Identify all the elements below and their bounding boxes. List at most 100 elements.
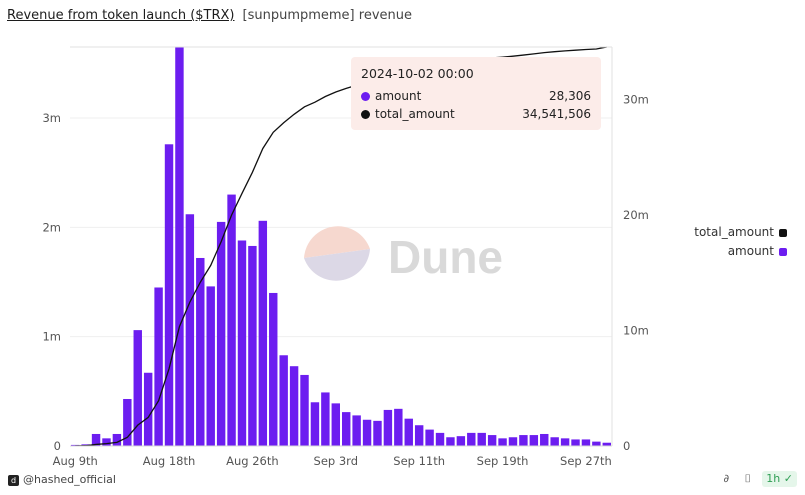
bar-amount	[435, 432, 445, 446]
amount-dot-icon	[361, 92, 370, 101]
bar-amount	[342, 412, 351, 446]
legend-swatch-amount	[779, 247, 787, 256]
bar-amount	[581, 439, 591, 446]
hover-tooltip: 2024-10-02 00:00 amount 28,306 total_amo…	[351, 57, 601, 130]
line-total-amount-path	[75, 46, 607, 447]
tooltip-label: total_amount	[375, 107, 455, 121]
bar-amount	[269, 292, 278, 446]
check-icon: ✓	[783, 472, 793, 485]
y-left-tick-label: 2m	[42, 220, 61, 234]
bar-amount	[175, 47, 184, 446]
bar-amount	[279, 355, 288, 446]
axes: 0 1m 2m 3m 0 10m 20m 30m Aug 9th Aug 18th Aug 26th…	[42, 46, 649, 468]
footer-author[interactable]: d @hashed_official	[8, 473, 116, 486]
dune-logo-icon: d	[8, 474, 19, 486]
bar-amount	[258, 220, 268, 446]
bar-amount	[487, 435, 497, 446]
tooltip-label: amount	[375, 89, 422, 103]
y-right-tick-label: 10m	[623, 323, 649, 337]
x-tick-label: Sep 27th	[560, 454, 612, 468]
bar-amount	[91, 433, 101, 446]
bar-amount	[550, 437, 559, 446]
y-left-tick-label: 3m	[42, 111, 61, 125]
watermark-text: Dune	[388, 231, 503, 283]
x-tick-label: Aug 26th	[226, 454, 279, 468]
chart-header: Revenue from token launch ($TRX) [sunpump…	[7, 8, 412, 23]
bar-amount	[112, 433, 122, 446]
tooltip-value: 28,306	[549, 89, 591, 103]
bar-amount	[102, 438, 111, 446]
bar-amount	[498, 438, 507, 446]
bar-amount	[425, 429, 434, 446]
bar-amount	[560, 438, 570, 446]
bar-amount	[248, 245, 257, 446]
bar-amount	[300, 374, 309, 446]
legend-item-total-amount[interactable]: total_amount	[694, 225, 787, 239]
line-total-amount	[75, 46, 607, 447]
bar-amount	[123, 398, 132, 446]
bar-amount	[362, 419, 372, 446]
bar-amount	[352, 415, 361, 446]
bar-amount	[227, 194, 236, 446]
bar-amount	[216, 221, 226, 446]
bar-amount	[592, 441, 601, 446]
x-tick-label: Sep 19th	[477, 454, 529, 468]
y-right-tick-label: 30m	[623, 92, 649, 106]
bar-amount	[154, 287, 163, 446]
bar-amount	[321, 392, 330, 446]
bar-amount	[456, 436, 466, 446]
y-left-tick-label: 0	[54, 439, 61, 453]
bar-amount	[237, 240, 247, 446]
author-handle: @hashed_official	[23, 473, 116, 486]
refresh-interval: 1h	[766, 472, 781, 485]
y-left-tick-label: 1m	[42, 330, 61, 344]
bar-amount	[404, 418, 413, 446]
bar-amount	[519, 435, 528, 446]
refresh-badge[interactable]: 1h ✓	[762, 471, 797, 487]
dune-logo-watermark	[304, 226, 370, 281]
x-tick-label: Aug 18th	[143, 454, 196, 468]
bar-amount	[196, 257, 205, 446]
legend-item-amount[interactable]: amount	[728, 244, 787, 258]
bar-amount	[143, 372, 153, 446]
bar-amount	[133, 330, 142, 446]
tooltip-date: 2024-10-02 00:00	[361, 66, 474, 81]
x-tick-label: Aug 9th	[53, 454, 98, 468]
legend-label: total_amount	[694, 225, 774, 239]
chart-title[interactable]: Revenue from token launch ($TRX)	[7, 8, 235, 23]
chart-subtitle: [sunpumpmeme] revenue	[242, 8, 412, 23]
bar-amount	[446, 437, 455, 446]
camera-icon[interactable]: ⌷	[744, 472, 752, 485]
bar-amount	[477, 432, 486, 446]
legend-label: amount	[727, 244, 774, 258]
x-tick-label: Sep 3rd	[314, 454, 358, 468]
total-amount-dot-icon	[361, 110, 370, 119]
y-right-tick-label: 20m	[623, 208, 649, 222]
legend-swatch-total-amount	[779, 228, 787, 237]
bar-amount	[571, 439, 580, 446]
bar-amount	[289, 366, 299, 446]
bar-amount	[467, 432, 476, 446]
bar-amount	[529, 435, 539, 446]
footer-actions: ∂ ⌷ 1h ✓	[715, 471, 797, 487]
dune-link-icon[interactable]: ∂	[723, 472, 730, 485]
bar-amount	[164, 144, 174, 446]
bar-amount	[383, 409, 393, 446]
bar-amount	[540, 433, 549, 446]
tooltip-row-total-amount: total_amount 34,541,506	[361, 107, 591, 123]
bars-amount	[71, 47, 611, 446]
bar-amount	[373, 420, 382, 446]
bar-amount	[185, 214, 195, 446]
bar-amount	[310, 402, 320, 446]
bar-amount	[602, 442, 611, 446]
x-tick-label: Sep 11th	[393, 454, 445, 468]
bar-amount	[508, 437, 518, 446]
bar-amount	[206, 286, 215, 446]
tooltip-row-amount: amount 28,306	[361, 89, 591, 105]
bar-amount	[414, 425, 424, 446]
bar-amount	[394, 408, 403, 446]
tooltip-value: 34,541,506	[522, 107, 591, 121]
y-right-tick-label: 0	[623, 439, 630, 453]
bar-amount	[331, 403, 340, 446]
